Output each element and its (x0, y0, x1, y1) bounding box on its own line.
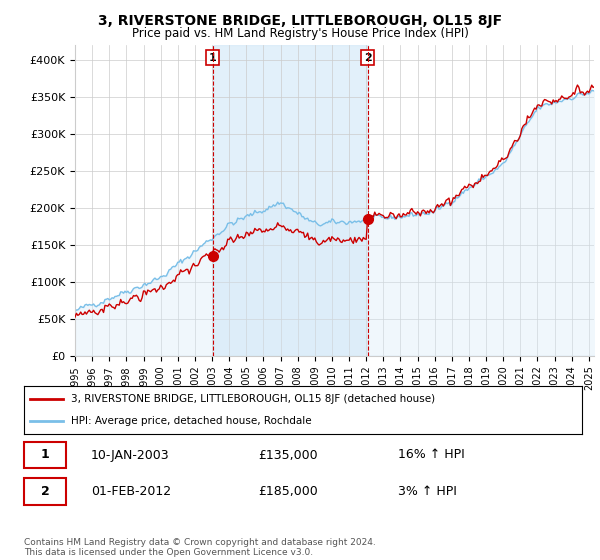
Text: 2: 2 (41, 485, 49, 498)
Text: 3% ↑ HPI: 3% ↑ HPI (398, 485, 457, 498)
Text: 16% ↑ HPI: 16% ↑ HPI (398, 449, 464, 461)
Text: 1: 1 (41, 449, 49, 461)
Text: Price paid vs. HM Land Registry's House Price Index (HPI): Price paid vs. HM Land Registry's House … (131, 27, 469, 40)
Text: Contains HM Land Registry data © Crown copyright and database right 2024.
This d: Contains HM Land Registry data © Crown c… (24, 538, 376, 557)
FancyBboxPatch shape (24, 478, 66, 505)
FancyBboxPatch shape (24, 441, 66, 469)
Text: 3, RIVERSTONE BRIDGE, LITTLEBOROUGH, OL15 8JF: 3, RIVERSTONE BRIDGE, LITTLEBOROUGH, OL1… (98, 14, 502, 28)
Text: 3, RIVERSTONE BRIDGE, LITTLEBOROUGH, OL15 8JF (detached house): 3, RIVERSTONE BRIDGE, LITTLEBOROUGH, OL1… (71, 394, 436, 404)
Bar (212, 45, 368, 356)
Text: HPI: Average price, detached house, Rochdale: HPI: Average price, detached house, Roch… (71, 416, 312, 426)
Text: 2: 2 (364, 53, 371, 63)
Text: 10-JAN-2003: 10-JAN-2003 (91, 449, 170, 461)
Text: 01-FEB-2012: 01-FEB-2012 (91, 485, 171, 498)
Text: £185,000: £185,000 (259, 485, 318, 498)
Text: 1: 1 (209, 53, 217, 63)
Text: £135,000: £135,000 (259, 449, 318, 461)
